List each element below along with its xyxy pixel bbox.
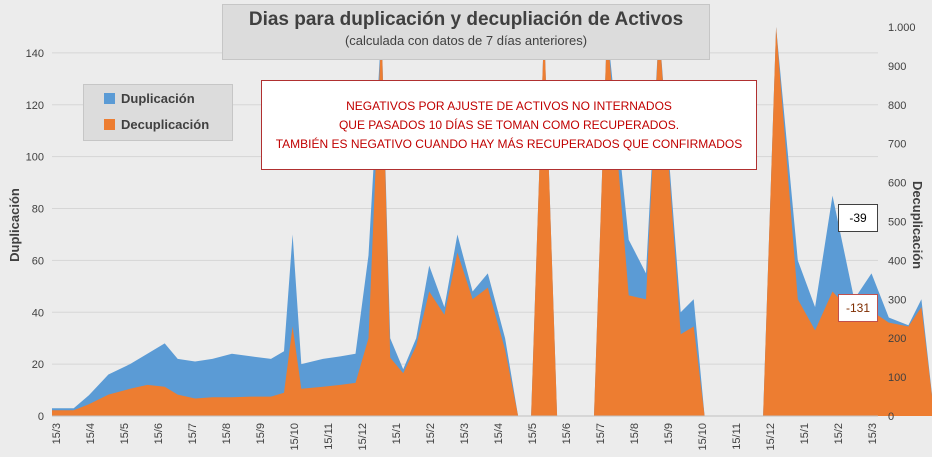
x-tick-label: 15/12 xyxy=(357,423,369,451)
x-tick-label: 15/3 xyxy=(867,423,879,444)
y-axis-left: 0 20 40 60 80 100 120 140 xyxy=(26,48,44,423)
x-tick-label: 15/5 xyxy=(119,423,131,444)
x-tick-label: 15/6 xyxy=(561,423,573,444)
y-left-tick-label: 60 xyxy=(32,255,44,267)
x-tick-label: 15/6 xyxy=(153,423,165,444)
legend-item-decuplicacion: Decuplicación xyxy=(84,111,232,137)
y-right-tick-label: 900 xyxy=(888,61,906,73)
legend-label-duplicacion: Duplicación xyxy=(121,90,195,106)
callout-decuplicacion-value: -131 xyxy=(838,294,878,322)
x-tick-label: 15/1 xyxy=(799,423,811,444)
x-tick-label: 15/5 xyxy=(527,423,539,444)
y-left-tick-label: 140 xyxy=(26,48,44,60)
chart-title-box: Dias para duplicación y decupliación de … xyxy=(222,4,710,60)
y-left-tick-label: 100 xyxy=(26,152,44,164)
y-right-tick-label: 600 xyxy=(888,178,906,190)
x-tick-label: 15/4 xyxy=(493,423,505,444)
x-tick-label: 15/10 xyxy=(697,423,709,451)
y-right-tick-label: 0 xyxy=(888,411,894,423)
annotation-note: NEGATIVOS POR AJUSTE DE ACTIVOS NO INTER… xyxy=(261,80,757,170)
x-tick-label: 15/3 xyxy=(459,423,471,444)
x-tick-label: 15/2 xyxy=(425,423,437,444)
x-tick-label: 15/11 xyxy=(731,423,743,450)
x-tick-label: 15/7 xyxy=(187,423,199,444)
legend-swatch-duplicacion xyxy=(104,92,115,104)
legend-item-duplicacion: Duplicación xyxy=(84,85,232,111)
x-tick-label: 15/8 xyxy=(629,423,641,444)
y-right-tick-label: 300 xyxy=(888,294,906,306)
legend-swatch-decuplicacion xyxy=(104,118,115,130)
callout-duplicacion-value: -39 xyxy=(838,204,878,232)
plot-series xyxy=(52,27,932,417)
annotation-line: QUE PASADOS 10 DÍAS SE TOMAN COMO RECUPE… xyxy=(338,117,680,132)
x-tick-label: 15/10 xyxy=(289,423,301,451)
y-axis-left-title: Duplicación xyxy=(7,188,22,262)
x-tick-label: 15/4 xyxy=(85,423,97,444)
y-right-tick-label: 200 xyxy=(888,333,906,345)
y-axis-right-title: Decuplicación xyxy=(910,181,925,269)
y-right-tick-label: 1.000 xyxy=(888,22,916,34)
y-right-tick-label: 700 xyxy=(888,139,906,151)
y-left-tick-label: 40 xyxy=(32,307,44,319)
y-left-tick-label: 120 xyxy=(26,100,44,112)
x-tick-label: 15/12 xyxy=(765,423,777,451)
y-right-tick-label: 100 xyxy=(888,372,906,384)
x-axis: 15/3 15/4 15/5 15/6 15/7 15/8 15/9 15/10 15/11 15… xyxy=(51,423,879,451)
area-decuplicacion xyxy=(52,27,932,416)
x-tick-label: 15/9 xyxy=(663,423,675,444)
y-axis-right: 0 100 200 300 400 500 600 700 800 900 1.000 xyxy=(888,22,916,423)
y-left-tick-label: 0 xyxy=(38,411,44,423)
chart-title: Dias para duplicación y decupliación de … xyxy=(248,9,684,30)
y-right-tick-label: 500 xyxy=(888,217,906,229)
y-left-tick-label: 20 xyxy=(32,359,44,371)
chart-subtitle: (calculada con datos de 7 días anteriore… xyxy=(344,33,588,48)
y-left-tick-label: 80 xyxy=(32,204,44,216)
y-right-tick-label: 400 xyxy=(888,255,906,267)
x-tick-label: 15/8 xyxy=(221,423,233,444)
x-tick-label: 15/9 xyxy=(255,423,267,444)
annotation-line: TAMBIÉN ES NEGATIVO CUANDO HAY MÁS RECUP… xyxy=(275,136,743,151)
legend: Duplicación Decuplicación xyxy=(83,84,233,141)
x-tick-label: 15/7 xyxy=(595,423,607,444)
x-tick-label: 15/2 xyxy=(833,423,845,444)
x-tick-label: 15/1 xyxy=(391,423,403,444)
x-tick-label: 15/3 xyxy=(51,423,63,444)
x-tick-label: 15/11 xyxy=(323,423,335,450)
annotation-line: NEGATIVOS POR AJUSTE DE ACTIVOS NO INTER… xyxy=(346,98,672,113)
legend-label-decuplicacion: Decuplicación xyxy=(121,116,210,132)
y-right-tick-label: 800 xyxy=(888,100,906,112)
